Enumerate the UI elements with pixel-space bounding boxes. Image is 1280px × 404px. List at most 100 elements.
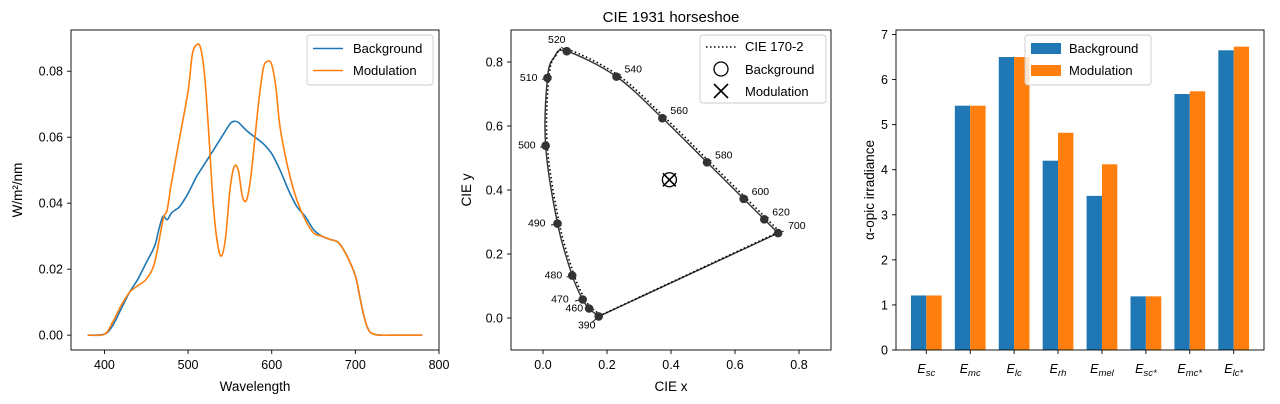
bar-modulation — [1014, 57, 1030, 350]
locus-label-600: 600 — [752, 186, 770, 198]
y-tick-label: 0.06 — [39, 131, 63, 145]
locus-point-620 — [759, 215, 769, 224]
category-label: Elc* — [1224, 362, 1243, 379]
cie-170-2-locus — [545, 47, 781, 316]
locus-point-490 — [553, 219, 562, 228]
locus-point-480 — [567, 271, 577, 280]
locus-point-470 — [578, 295, 588, 304]
cie-legend: CIE 170-2 Background Modulation — [699, 34, 827, 104]
cie-legend-box — [699, 34, 827, 104]
bar-background — [1130, 296, 1146, 350]
legend-label-cie-170-2: CIE 170-2 — [745, 39, 804, 54]
y-tick-label: 0.8 — [486, 56, 503, 70]
y-tick-label: 0.08 — [39, 65, 63, 79]
spectrum-x-label: Wavelength — [220, 379, 291, 394]
legend-label-modulation: Modulation — [353, 63, 417, 78]
spectrum-axes-frame — [70, 29, 440, 351]
x-tick-label: 800 — [429, 358, 450, 372]
locus-point-510 — [543, 73, 552, 83]
legend-label-bar-background: Background — [1069, 41, 1138, 56]
cie-x-label: CIE x — [654, 379, 687, 394]
legend-label-bar-modulation: Modulation — [1069, 63, 1133, 78]
bar-modulation — [1058, 132, 1074, 350]
series-line-modulation — [87, 43, 423, 337]
locus-point-500 — [541, 141, 550, 151]
spectrum-panel: 400 500 600 700 800 0.00 0.02 0.04 0.06 0.08 Wave… — [10, 29, 450, 394]
locus-label-540: 540 — [624, 64, 642, 76]
locus-label-580: 580 — [715, 149, 733, 161]
locus-label-460: 460 — [566, 302, 584, 314]
cie-y-label: CIE y — [459, 173, 474, 206]
locus-point-520 — [562, 46, 572, 56]
legend-swatch-bar-background — [1031, 43, 1061, 54]
locus-point-600 — [739, 194, 748, 204]
x-tick-label: 400 — [94, 358, 115, 372]
bar-background — [998, 57, 1015, 350]
y-tick-label: 3 — [881, 208, 888, 222]
bar-modulation — [1101, 164, 1118, 350]
y-tick-label: 5 — [881, 118, 888, 132]
locus-point-700 — [773, 228, 783, 238]
category-label: Emc* — [1177, 362, 1202, 379]
category-label: Esc — [917, 362, 935, 379]
bar-background — [1042, 160, 1059, 350]
bar-modulation — [1189, 91, 1206, 350]
alpha-opic-panel: Esc Emc Elc Erh Emel Esc* Emc* Elc* 0 1 2 3 4 5 6 7 α-o… — [862, 28, 1265, 379]
spectrum-legend-box — [306, 34, 434, 86]
bar-background — [954, 105, 971, 350]
cie-white-point-glow — [605, 155, 715, 245]
alpha-opic-axes-frame — [895, 29, 1265, 351]
y-tick-label: 0.0 — [486, 312, 503, 326]
locus-point-390 — [594, 312, 604, 321]
category-label: Emel — [1090, 362, 1115, 379]
locus-label-480: 480 — [545, 270, 563, 282]
y-tick-label: 1 — [881, 298, 888, 312]
y-tick-label: 0 — [881, 344, 888, 358]
x-tick-label: 500 — [178, 358, 199, 372]
y-tick-label: 0.04 — [39, 197, 63, 211]
series-line-background — [87, 120, 423, 337]
x-tick-label: 600 — [261, 358, 282, 372]
locus-label-510: 510 — [520, 72, 538, 84]
legend-label-background: Background — [353, 41, 422, 56]
locus-point-560 — [658, 113, 667, 123]
locus-point-460 — [584, 304, 594, 313]
x-tick-label: 0.4 — [662, 358, 679, 372]
category-label: Elc — [1007, 362, 1022, 379]
category-label: Esc* — [1135, 362, 1157, 379]
y-tick-label: 2 — [881, 253, 888, 267]
y-tick-label: 4 — [881, 163, 888, 177]
locus-label-700: 700 — [788, 220, 806, 232]
y-tick-label: 0.6 — [486, 120, 503, 134]
y-tick-label: 0.02 — [39, 263, 63, 277]
legend-label-cie-background: Background — [745, 62, 814, 77]
locus-label-520: 520 — [548, 34, 566, 46]
category-label: Erh — [1050, 362, 1067, 379]
bar-background — [1174, 94, 1190, 350]
x-tick-label: 0.0 — [534, 358, 551, 372]
bar-modulation — [926, 295, 942, 350]
bar-background — [1218, 50, 1234, 351]
x-tick-label: 0.2 — [598, 358, 615, 372]
legend-label-cie-modulation: Modulation — [745, 84, 809, 99]
locus-point-540 — [612, 72, 621, 81]
y-tick-label: 0.4 — [486, 184, 503, 198]
bar-background — [910, 295, 927, 350]
locus-label-390: 390 — [578, 319, 596, 331]
y-tick-label: 0.2 — [486, 248, 503, 262]
locus-label-500: 500 — [518, 140, 536, 152]
locus-label-490: 490 — [528, 218, 546, 230]
cie-horseshoe-outline — [544, 49, 780, 318]
bar-modulation — [970, 105, 986, 350]
bar-modulation — [1233, 46, 1250, 350]
locus-point-580 — [702, 157, 712, 167]
background-chromaticity-marker — [661, 172, 678, 188]
legend-swatch-modulation-x-b — [713, 83, 729, 99]
alpha-opic-legend: Background Modulation — [1024, 34, 1152, 86]
bar-modulation — [1145, 296, 1162, 350]
y-tick-label: 6 — [881, 73, 888, 87]
x-tick-label: 0.8 — [790, 358, 807, 372]
legend-swatch-background-circle — [713, 61, 729, 77]
modulation-chromaticity-marker — [662, 172, 677, 187]
